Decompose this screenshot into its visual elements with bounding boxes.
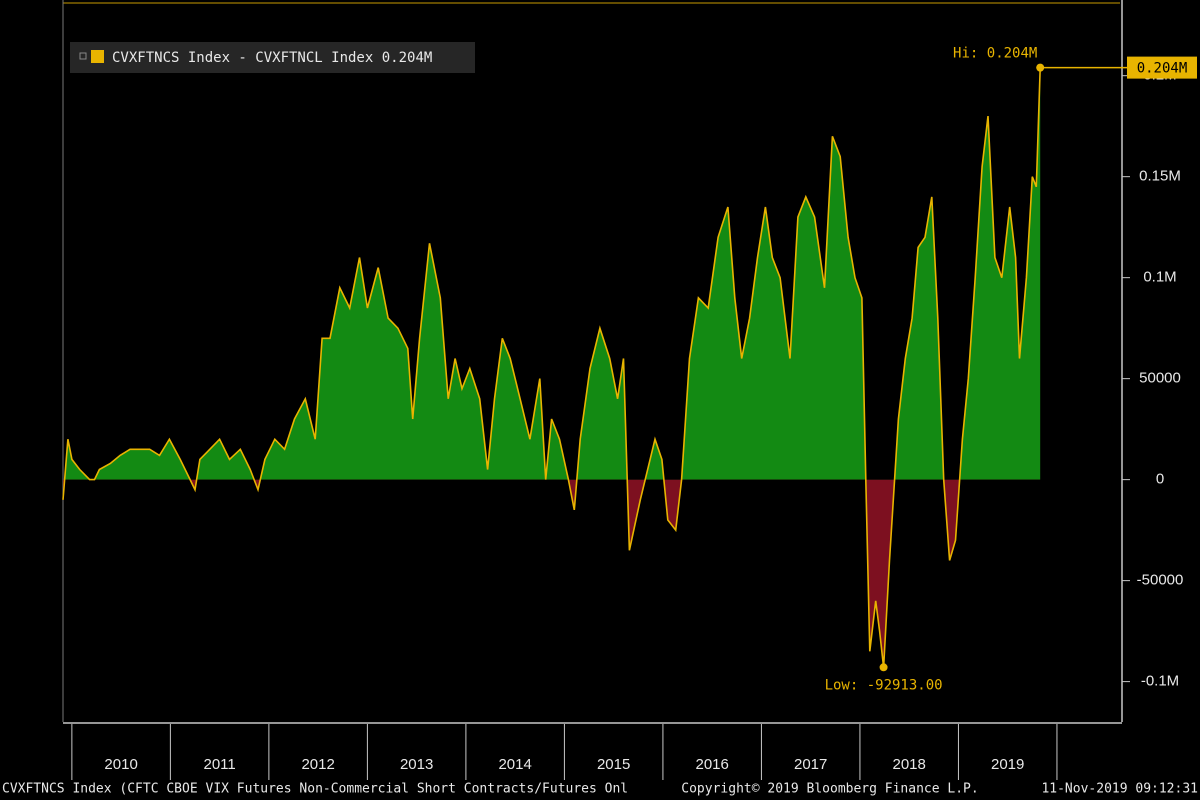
legend-value: 0.204M (382, 50, 433, 66)
x-tick-label: 2017 (794, 756, 827, 773)
last-value-box (1127, 56, 1197, 79)
y-tick-label: 0.1M (1143, 269, 1176, 286)
legend-swatch (91, 50, 104, 63)
x-tick-label: 2012 (301, 756, 334, 773)
legend-label: CVXFTNCS Index - CVXFTNCL Index (112, 50, 373, 66)
low-marker (879, 663, 888, 672)
low-label: Low: -92913.00 (825, 677, 943, 693)
y-tick-label: 0 (1156, 471, 1164, 488)
x-tick-label: 2013 (400, 756, 433, 773)
area-positive (64, 67, 1041, 480)
legend: CVXFTNCS Index - CVXFTNCL Index 0.204M (70, 42, 475, 73)
x-tick-label: 2014 (498, 756, 531, 773)
y-tick-label: -0.1M (1141, 673, 1179, 690)
x-tick-label: 2019 (991, 756, 1024, 773)
high-marker (1036, 63, 1045, 72)
footer-left: CVXFTNCS Index (CFTC CBOE VIX Futures No… (2, 782, 628, 797)
y-tick-label: 0.15M (1139, 168, 1181, 185)
legend-expander (79, 52, 87, 60)
x-tick-label: 2011 (203, 756, 235, 773)
x-tick-label: 2015 (597, 756, 630, 773)
y-tick-label: -50000 (1137, 572, 1184, 589)
x-tick-label: 2018 (893, 756, 926, 773)
footer-right: 11-Nov-2019 09:12:31 (1041, 782, 1198, 797)
legend-box (70, 42, 475, 73)
x-tick-label: 2010 (104, 756, 137, 773)
last-value-label: 0.204M (1137, 61, 1188, 77)
footer-center: Copyright© 2019 Bloomberg Finance L.P. (681, 782, 978, 797)
legend-text: CVXFTNCS Index - CVXFTNCL Index 0.204M (112, 50, 432, 66)
series-line (62, 67, 1041, 668)
y-tick-label: 50000 (1139, 370, 1181, 387)
x-tick-label: 2016 (695, 756, 728, 773)
high-label: Hi: 0.204M (953, 46, 1037, 62)
